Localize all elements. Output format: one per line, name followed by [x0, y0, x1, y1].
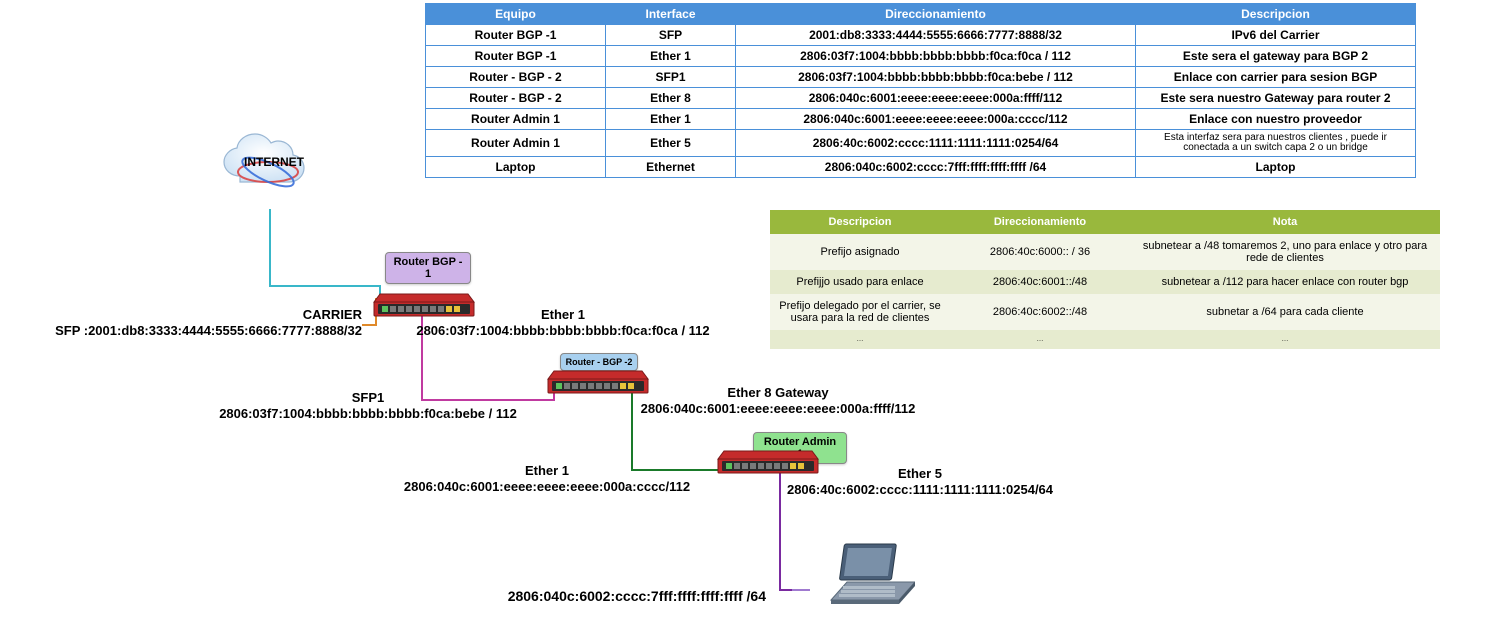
- ether1b-addr: 2806:040c:6001:eeee:eeee:eeee:000a:cccc/…: [372, 479, 722, 495]
- t2-cell: Prefijo asignado: [770, 234, 950, 270]
- sfp1-title: SFP1: [198, 390, 538, 406]
- t2-cell: subnetear a /48 tomaremos 2, uno para en…: [1130, 234, 1440, 270]
- t1-cell: SFP1: [606, 67, 736, 88]
- t1-cell: Router BGP -1: [426, 25, 606, 46]
- ether8-title: Ether 8 Gateway: [628, 385, 928, 401]
- t1-cell: Este sera nuestro Gateway para router 2: [1136, 88, 1416, 109]
- t1-cell: Esta interfaz sera para nuestros cliente…: [1136, 130, 1416, 157]
- ether1a-addr: 2806:03f7:1004:bbbb:bbbb:bbbb:f0ca:f0ca …: [408, 323, 718, 339]
- ether5-label: Ether 5 2806:40c:6002:cccc:1111:1111:111…: [770, 466, 1070, 497]
- t1-cell: Enlace con carrier para sesion BGP: [1136, 67, 1416, 88]
- prefix-table: Descripcion Direccionamiento Nota Prefij…: [770, 210, 1440, 349]
- t2-cell: 2806:40c:6002::/48: [950, 294, 1130, 330]
- t1-cell: Ether 1: [606, 109, 736, 130]
- t1-cell: 2806:03f7:1004:bbbb:bbbb:bbbb:f0ca:f0ca …: [736, 46, 1136, 67]
- sfp1-addr: 2806:03f7:1004:bbbb:bbbb:bbbb:f0ca:bebe …: [198, 406, 538, 422]
- addressing-table: Equipo Interface Direccionamiento Descri…: [425, 3, 1416, 178]
- carrier-sfp-addr: SFP :2001:db8:3333:4444:5555:6666:7777:8…: [7, 323, 362, 339]
- t1-cell: Laptop: [1136, 157, 1416, 178]
- ether8-label: Ether 8 Gateway 2806:040c:6001:eeee:eeee…: [628, 385, 928, 416]
- t1-cell: Ether 1: [606, 46, 736, 67]
- t1-cell: Ether 5: [606, 130, 736, 157]
- ether8-addr: 2806:040c:6001:eeee:eeee:eeee:000a:ffff/…: [628, 401, 928, 417]
- t2-cell: subnetear a /112 para hacer enlace con r…: [1130, 270, 1440, 294]
- t2-h1: Direccionamiento: [950, 210, 1130, 234]
- laptop-addr-label: 2806:040c:6002:cccc:7fff:ffff:ffff:ffff …: [466, 588, 766, 605]
- t2-cell: 2806:40c:6000:: / 36: [950, 234, 1130, 270]
- t1-cell: SFP: [606, 25, 736, 46]
- t2-h2: Nota: [1130, 210, 1440, 234]
- ether5-title: Ether 5: [770, 466, 1070, 482]
- sfp1-label: SFP1 2806:03f7:1004:bbbb:bbbb:bbbb:f0ca:…: [198, 390, 538, 421]
- t1-cell: Router BGP -1: [426, 46, 606, 67]
- t1-cell: Ethernet: [606, 157, 736, 178]
- internet-label: INTERNET: [244, 155, 304, 169]
- t1-cell: 2001:db8:3333:4444:5555:6666:7777:8888/3…: [736, 25, 1136, 46]
- t1-cell: 2806:03f7:1004:bbbb:bbbb:bbbb:f0ca:bebe …: [736, 67, 1136, 88]
- t1-h2: Direccionamiento: [736, 4, 1136, 25]
- t1-cell: Router - BGP - 2: [426, 67, 606, 88]
- ether1b-label: Ether 1 2806:040c:6001:eeee:eeee:eeee:00…: [372, 463, 722, 494]
- t2-cell: …: [770, 330, 950, 349]
- t1-cell: Laptop: [426, 157, 606, 178]
- ether1b-title: Ether 1: [372, 463, 722, 479]
- bgp1-box: Router BGP - 1: [385, 252, 471, 284]
- carrier-label: CARRIER SFP :2001:db8:3333:4444:5555:666…: [7, 307, 362, 338]
- t1-cell: Router - BGP - 2: [426, 88, 606, 109]
- t2-cell: Prefijo delegado por el carrier, se usar…: [770, 294, 950, 330]
- ether1a-label: Ether 1 2806:03f7:1004:bbbb:bbbb:bbbb:f0…: [408, 307, 718, 338]
- t1-cell: 2806:040c:6001:eeee:eeee:eeee:000a:cccc/…: [736, 109, 1136, 130]
- t2-cell: Prefijjo usado para enlace: [770, 270, 950, 294]
- t1-cell: 2806:40c:6002:cccc:1111:1111:1111:0254/6…: [736, 130, 1136, 157]
- ether5-addr: 2806:40c:6002:cccc:1111:1111:1111:0254/6…: [770, 482, 1070, 498]
- carrier-title: CARRIER: [7, 307, 362, 323]
- t2-cell: …: [1130, 330, 1440, 349]
- t1-cell: Router Admin 1: [426, 109, 606, 130]
- t1-cell: Router Admin 1: [426, 130, 606, 157]
- t2-cell: …: [950, 330, 1130, 349]
- t1-h3: Descripcion: [1136, 4, 1416, 25]
- ether1a-title: Ether 1: [408, 307, 718, 323]
- t1-h0: Equipo: [426, 4, 606, 25]
- t1-h1: Interface: [606, 4, 736, 25]
- t1-cell: IPv6 del Carrier: [1136, 25, 1416, 46]
- t1-cell: 2806:040c:6002:cccc:7fff:ffff:ffff:ffff …: [736, 157, 1136, 178]
- t1-cell: 2806:040c:6001:eeee:eeee:eeee:000a:ffff/…: [736, 88, 1136, 109]
- t1-cell: Enlace con nuestro proveedor: [1136, 109, 1416, 130]
- t1-cell: Este sera el gateway para BGP 2: [1136, 46, 1416, 67]
- t2-cell: 2806:40c:6001::/48: [950, 270, 1130, 294]
- t2-cell: subnetar a /64 para cada cliente: [1130, 294, 1440, 330]
- laptop-icon: [825, 540, 915, 610]
- internet-cloud: [218, 130, 318, 213]
- t2-h0: Descripcion: [770, 210, 950, 234]
- t1-cell: Ether 8: [606, 88, 736, 109]
